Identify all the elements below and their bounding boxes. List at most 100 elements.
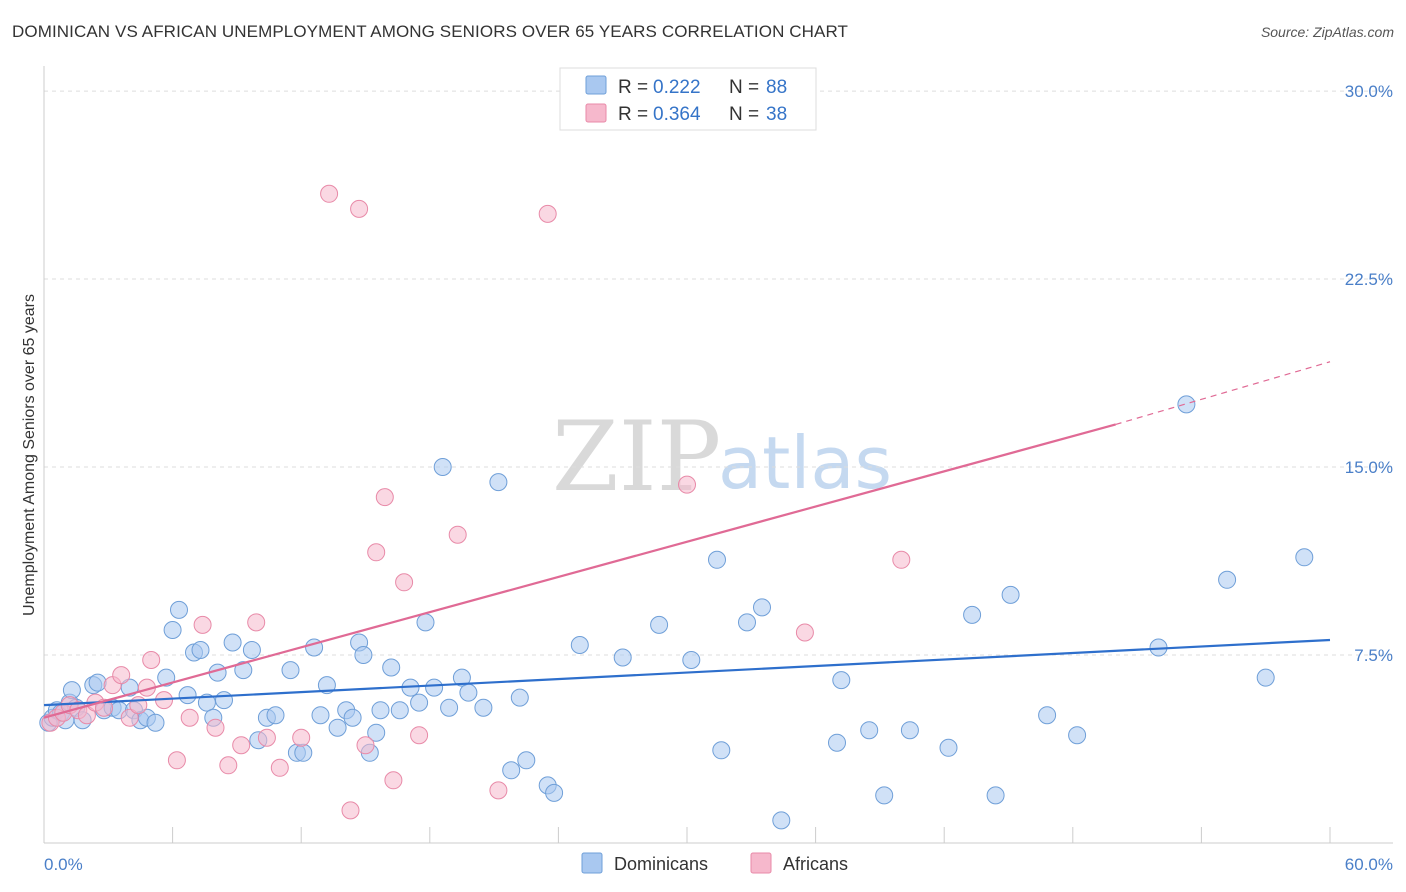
africans-point-33 [448, 525, 467, 544]
legend-n-label-1: N = [729, 77, 759, 98]
dominicans-point-55 [440, 698, 459, 717]
dominicans-point-58 [474, 698, 493, 717]
dominicans-point-44 [354, 646, 373, 664]
dominicans-point-82 [1001, 585, 1020, 604]
dominicans-point-51 [410, 693, 429, 712]
dominicans-point-34 [281, 661, 300, 680]
legend-n-value-1: 88 [766, 77, 787, 98]
dominicans-point-80 [963, 605, 982, 624]
trendlines [43, 361, 1331, 719]
dominicans-point-54 [433, 458, 452, 476]
legend-n-label-2: N = [729, 104, 759, 125]
dominicans-point-36 [294, 743, 313, 762]
gridlines [44, 90, 1393, 656]
correlation-legend: R = 0.222 N = 88 R = 0.364 N = 38 [559, 67, 817, 131]
africans-point-31 [395, 573, 414, 592]
dominicans-point-23 [191, 641, 210, 659]
africans-point-21 [257, 728, 276, 747]
legend-r-label-1: R = [618, 77, 648, 98]
dominicans-point-33 [266, 706, 285, 725]
africans-point-18 [219, 756, 238, 775]
africans-point-10 [120, 708, 139, 727]
dominicans-point-30 [242, 641, 261, 659]
dominicans-point-48 [382, 658, 401, 677]
dominicans-point-69 [708, 550, 726, 569]
africans-point-24 [320, 184, 339, 203]
dominicans-point-72 [753, 598, 771, 617]
africans-point-22 [270, 758, 289, 777]
dominicans-point-89 [1177, 395, 1196, 414]
dominicans-point-62 [517, 751, 536, 770]
dominicans-point-47 [371, 701, 390, 720]
y-tick-label-0: 7.5% [1354, 646, 1393, 665]
africans-point-28 [367, 543, 386, 562]
legend-swatch-africans [585, 103, 607, 123]
y-axis-tick-labels: 7.5% 15.0% 22.5% 30.0% [1345, 82, 1393, 665]
dominicans-point-66 [613, 648, 632, 667]
x-axis-ticks [43, 827, 1331, 843]
africans-points [41, 184, 911, 820]
dominicans-point-29 [234, 661, 253, 680]
dominicans-point-20 [170, 600, 188, 619]
y-axis-title: Unemployment Among Seniors over 65 years [21, 294, 38, 616]
dominicans-point-18 [157, 668, 176, 687]
dominicans-point-53 [425, 678, 444, 697]
dominicans-point-87 [1295, 548, 1314, 567]
africans-point-32 [410, 726, 429, 745]
africans-point-12 [142, 651, 161, 669]
dominicans-point-90 [1256, 668, 1275, 687]
dominicans-point-52 [416, 613, 435, 632]
x-tick-label-max: 60.0% [1345, 855, 1393, 874]
dominicans-point-86 [1218, 570, 1237, 589]
dominicans-point-39 [317, 676, 336, 695]
watermark-zip: ZIP [552, 401, 721, 513]
dominicans-point-9 [88, 673, 107, 692]
dominicans-trendline [43, 638, 1331, 707]
dominicans-point-64 [545, 783, 564, 802]
dominicans-point-40 [328, 718, 347, 737]
dominicans-point-77 [875, 786, 894, 805]
legend-r-value-2: 0.364 [653, 104, 701, 125]
dominicans-point-19 [163, 621, 182, 639]
dominicans-point-21 [178, 686, 197, 705]
bottom-legend-label-africans: Africans [783, 854, 848, 874]
legend-r-label-2: R = [618, 104, 648, 125]
dominicans-point-71 [738, 613, 756, 632]
dominicans-point-88 [62, 681, 81, 700]
bottom-legend-label-dominicans: Dominicans [614, 854, 708, 874]
africans-point-23 [292, 728, 311, 747]
y-tick-label-3: 30.0% [1345, 82, 1393, 101]
dominicans-point-68 [682, 651, 701, 669]
chart-title: DOMINICAN VS AFRICAN UNEMPLOYMENT AMONG … [12, 22, 849, 41]
legend-n-value-2: 38 [766, 104, 787, 125]
africans-point-36 [678, 475, 696, 494]
bottom-legend-swatch-dominicans [581, 852, 603, 874]
africans-point-16 [193, 615, 212, 634]
dominicans-point-46 [367, 723, 386, 742]
dominicans-point-83 [1038, 706, 1057, 725]
africans-trendline-extension [1115, 361, 1331, 425]
dominicans-point-60 [502, 761, 521, 780]
dominicans-point-73 [772, 811, 791, 830]
africans-point-26 [350, 199, 369, 218]
dominicans-point-49 [390, 701, 409, 720]
dominicans-point-56 [452, 668, 471, 687]
africans-point-9 [112, 666, 131, 685]
dominicans-point-84 [1068, 726, 1087, 745]
dominicans-point-75 [832, 671, 851, 690]
africans-point-38 [892, 550, 911, 569]
africans-point-30 [384, 771, 403, 790]
africans-point-37 [795, 623, 814, 642]
africans-trendline [43, 423, 1116, 719]
africans-point-27 [356, 736, 375, 755]
legend-swatch-dominicans [585, 75, 607, 95]
dominicans-point-76 [860, 721, 879, 740]
dominicans-point-67 [650, 615, 669, 634]
dominicans-point-81 [986, 786, 1005, 805]
dominicans-point-78 [900, 721, 919, 740]
dominicans-point-42 [343, 708, 362, 727]
africans-point-19 [232, 736, 251, 755]
dominicans-point-59 [489, 473, 508, 492]
y-tick-label-1: 15.0% [1345, 458, 1393, 477]
